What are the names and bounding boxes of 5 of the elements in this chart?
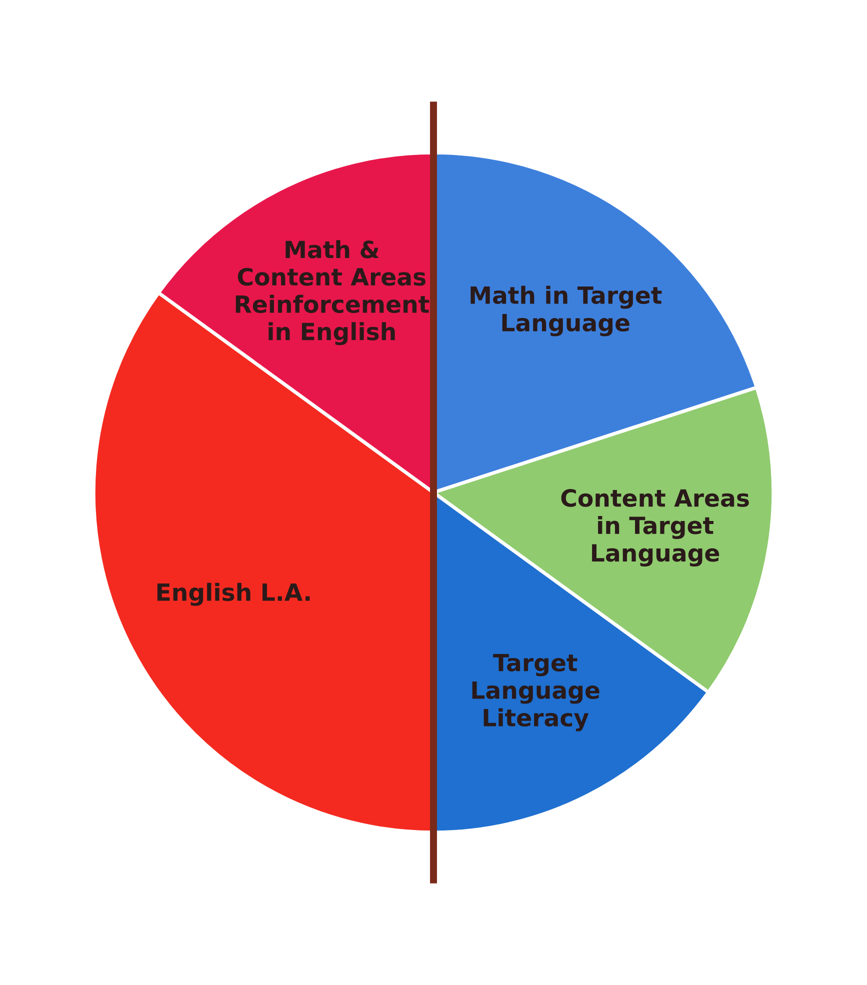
slice-label: English L.A. [157,582,310,606]
slice-label: Content Areas in Target Language [561,489,749,567]
slice-label: Target Language Literacy [472,654,600,732]
slice-label: Math & Content Areas Reinforcement in English [236,240,430,346]
slice-label: Math in Target Language [470,286,662,336]
